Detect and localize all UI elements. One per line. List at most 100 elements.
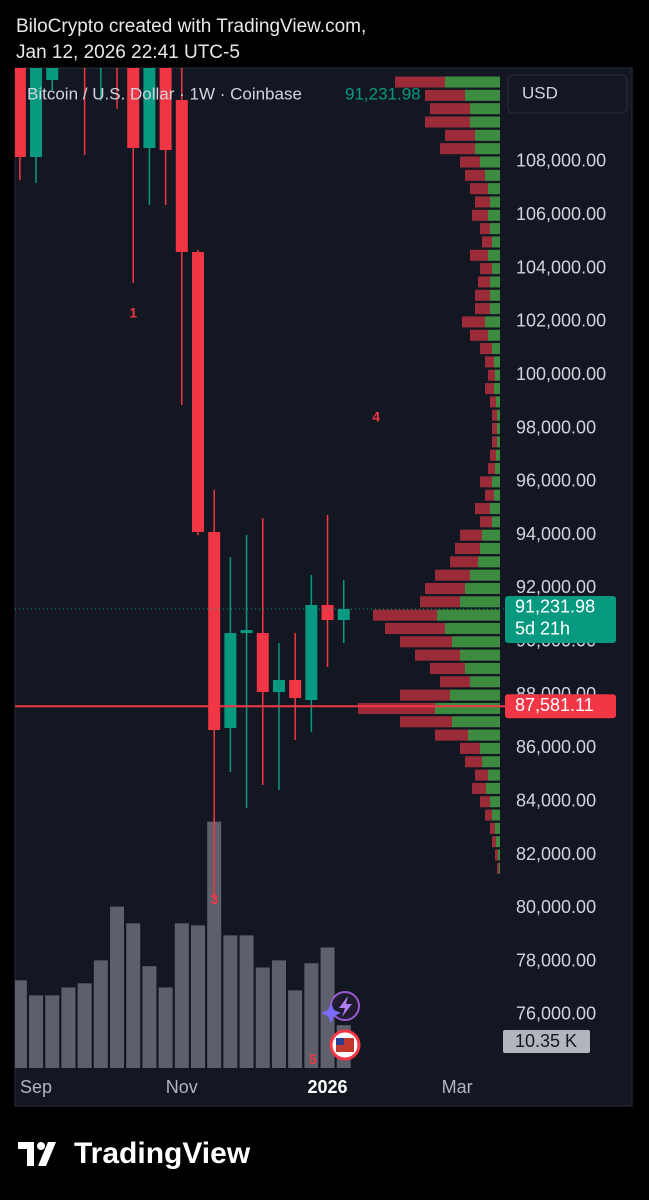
profile-down [478, 276, 490, 288]
profile-up [480, 543, 500, 555]
profile-up [490, 276, 500, 288]
volume-badge [503, 1030, 590, 1053]
profile-up [478, 556, 500, 568]
profile-down [475, 303, 490, 315]
profile-up [452, 636, 500, 648]
candle-body [191, 251, 204, 533]
volume-bar [223, 935, 238, 1068]
footer-logo-text: TradingView [74, 1137, 251, 1170]
profile-up [482, 529, 500, 541]
profile-down [450, 556, 478, 568]
profile-down [470, 183, 488, 195]
profile-up [490, 196, 500, 208]
profile-down [420, 596, 460, 608]
profile-up [498, 849, 500, 861]
currency-label: USD [522, 83, 558, 102]
candle-body [46, 68, 59, 81]
profile-up [488, 209, 500, 221]
profile-down [480, 263, 492, 275]
author-line: BiloCrypto created with TradingView.com, [16, 16, 366, 37]
candle-body [208, 532, 221, 731]
profile-up [488, 329, 500, 341]
volume-bar [304, 963, 319, 1068]
price-badge-value: 91,231.98 [515, 597, 595, 617]
y-tick-label: 106,000.00 [516, 204, 606, 224]
profile-up [492, 476, 500, 488]
profile-up [490, 289, 500, 301]
profile-down [472, 209, 488, 221]
profile-down [495, 849, 498, 861]
profile-down [490, 396, 496, 408]
profile-up [490, 223, 500, 235]
profile-down [430, 103, 470, 115]
price-badge [505, 595, 616, 643]
profile-up [490, 796, 500, 808]
candle-body [143, 68, 156, 149]
candle-body [337, 608, 350, 621]
profile-down [482, 236, 492, 248]
y-tick-label: 100,000.00 [516, 364, 606, 384]
profile-up [450, 689, 500, 701]
profile-up [492, 263, 500, 275]
candle-body [272, 680, 285, 693]
lightning-glyph [339, 996, 352, 1017]
profile-up [490, 503, 500, 515]
y-tick-label: 98,000.00 [516, 417, 596, 437]
plot-area [15, 68, 505, 1068]
profile-up [470, 569, 500, 581]
profile-down [492, 436, 497, 448]
profile-down [485, 356, 494, 368]
profile-down [475, 289, 490, 301]
volume-bar [174, 923, 189, 1068]
profile-up [437, 609, 500, 621]
annotation: 3 [210, 891, 218, 907]
header-price: 91,231.98 [345, 84, 421, 103]
currency-button[interactable] [507, 74, 628, 114]
profile-up [494, 356, 500, 368]
profile-up [475, 143, 500, 155]
candle-body [256, 633, 269, 693]
profile-down [358, 702, 435, 714]
y-tick-label: 94,000.00 [516, 524, 596, 544]
alert-icons [321, 991, 361, 1061]
candle-body [30, 68, 43, 157]
profile-down [470, 249, 488, 261]
volume-bar [190, 925, 205, 1068]
footer-logo: TradingView [18, 1137, 251, 1170]
profile-up [490, 303, 500, 315]
candle-body [321, 605, 334, 621]
profile-up [468, 729, 500, 741]
volume-bar [288, 990, 303, 1068]
profile-down [488, 463, 495, 475]
candle-body [240, 630, 253, 634]
volume-bar [110, 906, 125, 1068]
level-badge [505, 694, 616, 719]
profile-down [488, 369, 495, 381]
volume-bar [15, 980, 27, 1068]
profile-up [497, 409, 500, 421]
profile-down [400, 689, 450, 701]
profile-up [488, 183, 500, 195]
profile-down [465, 169, 485, 181]
volume-bar [320, 947, 335, 1068]
y-tick-label: 84,000.00 [516, 790, 596, 810]
candle-body [15, 68, 26, 157]
y-tick-label: 108,000.00 [516, 151, 606, 171]
profile-up [460, 649, 500, 661]
volume-bar [239, 935, 254, 1068]
profile-up [497, 436, 500, 448]
profile-up [496, 396, 500, 408]
y-tick-label: 104,000.00 [516, 257, 606, 277]
profile-up [496, 449, 500, 461]
profile-down [460, 529, 482, 541]
level-badge-value: 87,581.11 [515, 695, 594, 715]
profile-down [425, 89, 465, 101]
y-tick-label: 78,000.00 [516, 950, 596, 970]
sparkle [321, 1003, 341, 1023]
profile-up [480, 156, 500, 168]
profile-down [490, 822, 495, 834]
volume-bar [93, 960, 108, 1068]
profile-up [435, 702, 500, 714]
profile-up [499, 862, 500, 874]
